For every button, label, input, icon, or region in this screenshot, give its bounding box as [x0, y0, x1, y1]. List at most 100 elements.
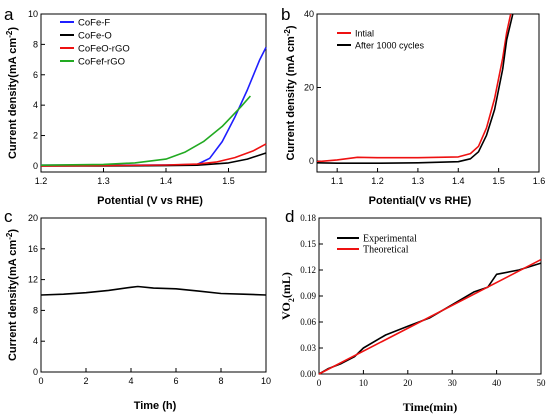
y-axis-label-a-sup: -2 [5, 30, 14, 38]
x-tick-label: 0 [38, 376, 43, 386]
x-tick-label: 1.4 [452, 176, 465, 186]
y-ticks-b: 0 20 40 [304, 9, 321, 166]
plot-frame-d [318, 217, 542, 375]
x-axis-label-c: Time (h) [134, 400, 177, 412]
panel-label-c: c [4, 207, 13, 226]
x-tick-label: 6 [173, 376, 178, 386]
y-tick-label: 0.18 [300, 213, 316, 223]
panel-label-a: a [4, 5, 14, 24]
panel-a: a 1.2 1.3 1.4 1.5 0 2 4 6 8 10 CoFe-F CoFe-O CoFeO… [4, 5, 267, 207]
panel-b: b 1.1 1.2 1.3 1.4 1.5 1.6 0 20 40 Intial After 1… [281, 5, 545, 207]
plot-frame-a [40, 13, 267, 173]
y-axis-label-b-tail: ) [285, 25, 297, 29]
y-tick-label: 0 [33, 367, 38, 377]
y-axis-label-d: VO2(mL) [279, 272, 296, 320]
legend-label: Experimental [363, 234, 417, 245]
y-tick-label: 20 [28, 213, 38, 223]
panel-c: c 0 2 4 6 8 10 0 4 8 12 16 20 Time (h) Current den… [4, 207, 271, 412]
x-tick-label: 1.5 [492, 176, 505, 186]
series-line-theoretical [318, 258, 542, 375]
legend-a: CoFe-F CoFe-O CoFeO-rGO CoFef-rGO [60, 18, 130, 68]
plot-frame-c [40, 217, 267, 373]
series-line-after-1000-cycles [316, 13, 514, 164]
y-tick-label: 16 [28, 244, 38, 254]
series-a [40, 47, 267, 167]
series-line-intial [316, 13, 512, 163]
x-tick-label: 10 [261, 376, 271, 386]
x-tick-label: 1.6 [533, 176, 546, 186]
y-tick-label: 4 [33, 336, 38, 346]
y-tick-label: 40 [304, 9, 314, 19]
x-tick-label: 1.5 [222, 176, 235, 186]
x-ticks-c: 0 2 4 6 8 10 [38, 368, 271, 386]
y-tick-label: 0 [33, 161, 38, 171]
y-tick-label: 12 [28, 275, 38, 285]
x-ticks-a: 1.2 1.3 1.4 1.5 [35, 168, 235, 186]
legend-label: Theoretical [363, 245, 409, 256]
y-tick-label: 4 [33, 100, 38, 110]
x-ticks-d: 0 10 20 30 40 50 [317, 370, 546, 388]
series-line-0 [40, 285, 267, 296]
series-line-cofe-f [41, 47, 267, 166]
legend-label: After 1000 cycles [355, 41, 425, 51]
panel-label-b: b [281, 5, 290, 24]
y-axis-label-c: Current density(mA cm-2) [5, 229, 19, 361]
series-b [316, 13, 514, 164]
x-tick-label: 2 [83, 376, 88, 386]
x-tick-label: 1.3 [97, 176, 110, 186]
x-tick-label: 1.4 [160, 176, 173, 186]
y-axis-label-a-main: Current density(mA cm [7, 38, 19, 159]
y-tick-label: 0.15 [300, 239, 316, 249]
y-tick-label: 8 [33, 39, 38, 49]
y-axis-label-b: Current density (mA cm-2) [283, 25, 297, 160]
series-c [40, 285, 267, 296]
legend-label: CoFe-O [78, 31, 112, 42]
legend-label: CoFe-F [78, 18, 110, 29]
x-tick-label: 4 [128, 376, 133, 386]
series-line-cofef-rgo [40, 95, 252, 166]
y-tick-label: 0.03 [300, 343, 316, 353]
y-axis-label-c-main: Current density(mA cm [7, 240, 19, 361]
y-tick-label: 0.06 [300, 317, 316, 327]
y-tick-label: 8 [33, 305, 38, 315]
y-axis-label-b-main: Current density (mA cm [285, 36, 297, 161]
y-tick-label: 0.12 [300, 265, 316, 275]
y-axis-label-a-tail: ) [7, 27, 19, 31]
y-tick-label: 0 [309, 156, 314, 166]
x-tick-label: 1.1 [331, 176, 344, 186]
series-line-cofeo-rgo [40, 143, 267, 167]
x-tick-label: 0 [317, 378, 322, 388]
y-tick-label: 0.09 [300, 291, 316, 301]
legend-label: Intial [355, 29, 374, 39]
x-axis-label-d: Time(min) [403, 400, 457, 414]
x-ticks-b: 1.1 1.2 1.3 1.4 1.5 1.6 [331, 168, 545, 186]
plot-frame-b [316, 13, 540, 173]
x-tick-label: 1.2 [35, 176, 48, 186]
x-axis-label-b: Potential(V vs RHE) [369, 195, 472, 207]
legend-b: Intial After 1000 cycles [337, 29, 425, 51]
y-tick-label: 20 [304, 82, 314, 92]
y-tick-label: 0.00 [300, 369, 316, 379]
panel-label-d: d [285, 207, 294, 226]
x-tick-label: 30 [448, 378, 458, 388]
y-axis-label-a: Current density(mA cm-2) [5, 27, 19, 159]
x-tick-label: 1.3 [412, 176, 425, 186]
y-axis-label-d-sub: 2 [287, 298, 296, 302]
y-tick-label: 2 [33, 131, 38, 141]
x-tick-label: 10 [359, 378, 369, 388]
x-tick-label: 50 [537, 378, 547, 388]
y-tick-label: 6 [33, 70, 38, 80]
x-tick-label: 8 [218, 376, 223, 386]
y-axis-label-c-tail: ) [7, 229, 19, 233]
panel-d: d 0 10 20 30 40 50 0.000.030.060.090.120.150.… [279, 207, 546, 414]
y-axis-label-d-main: VO [279, 302, 293, 320]
x-tick-label: 40 [492, 378, 502, 388]
series-line-cofe-o [41, 152, 267, 167]
y-axis-label-d-tail: (mL) [279, 272, 293, 298]
y-ticks-a: 0 2 4 6 8 10 [28, 9, 45, 171]
y-ticks-c: 0 4 8 12 16 20 [28, 213, 45, 377]
y-tick-label: 10 [28, 9, 38, 19]
y-axis-label-b-sup: -2 [283, 29, 292, 37]
